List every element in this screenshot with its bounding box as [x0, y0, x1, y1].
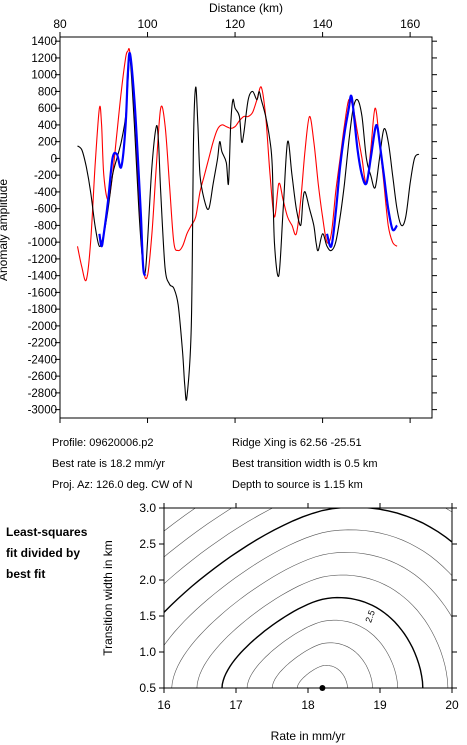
y-tick-label: 400 [38, 120, 57, 132]
contour-line-minor [271, 642, 373, 688]
contour-line-major [0, 326, 467, 688]
x-tick-label: 19 [373, 698, 387, 712]
contour-line-minor [297, 665, 348, 688]
proj-az-text: Proj. Az: 126.0 deg. CW of N [52, 479, 193, 491]
x-tick-label: 120 [225, 17, 245, 31]
y-tick-label: 1400 [31, 36, 57, 48]
x-tick-label: 18 [301, 698, 315, 712]
x-tick-label: 16 [157, 698, 171, 712]
y-tick-label: -400 [34, 187, 57, 199]
depth-text: Depth to source is 1.15 km [232, 479, 363, 491]
profile-text: Profile: 09620006.p2 [52, 437, 154, 449]
profile-plot: 80 100 120 140 160 1400 1200 1000 800 600 400 200 0 -… [0, 1, 437, 423]
series-model_fit-line [325, 94, 398, 248]
x-tick-label: 160 [400, 17, 420, 31]
x-tick-label: 17 [229, 698, 243, 712]
x-tick-label: 100 [138, 17, 158, 31]
contour-line-minor [246, 619, 398, 688]
contour-lines [0, 213, 467, 688]
y-tick-label: -200 [34, 170, 57, 182]
x-tick-label: 140 [313, 17, 333, 31]
series-observed-line [77, 56, 420, 401]
y-tick-label: -1200 [28, 254, 57, 266]
y-tick-label: 1.5 [139, 609, 156, 623]
plot-frame [59, 36, 433, 419]
contour-line-minor [171, 552, 452, 688]
y-tick-label: 1200 [31, 53, 57, 65]
contour-value-label: 2.5 [363, 609, 377, 624]
y-tick-label: -2000 [28, 321, 57, 333]
y-tick-label: -3000 [28, 405, 57, 417]
y-axis-title: Anomaly amplitude [0, 179, 10, 281]
x-tick-label: 20 [445, 698, 459, 712]
y-tick-label: 0 [51, 153, 57, 165]
y-tick-label: 200 [38, 137, 57, 149]
contour-line-major [221, 596, 424, 688]
y-tick-label: -1800 [28, 304, 57, 316]
contour-description-line: fit divided by [6, 546, 81, 560]
contour-description-line: Least-squares [6, 525, 88, 539]
misfit-contour-plot: 2.5 16 17 18 19 20 0.5 1.0 1.5 2.0 2.5 3.0 Rate in m… [0, 213, 467, 743]
y-tick-label: 800 [38, 86, 57, 98]
y-tick-label: 3.0 [139, 501, 156, 515]
contour-line-minor [0, 304, 467, 688]
y-tick-label: -600 [34, 204, 57, 216]
y-tick-label: -1000 [28, 237, 57, 249]
best-width-text: Best transition width is 0.5 km [232, 458, 378, 470]
y-tick-label: -1400 [28, 271, 57, 283]
y-axis-title: Transition width in km [101, 540, 115, 656]
y-tick-label: 0.5 [139, 681, 156, 695]
series-model_fit-line [98, 51, 147, 277]
y-tick-label: 1.0 [139, 645, 156, 659]
x-axis-title: Rate in mm/yr [271, 729, 346, 743]
y-tick-label: 2.0 [139, 573, 156, 587]
x-axis-title: Distance (km) [209, 1, 283, 15]
contour-line-minor [196, 574, 449, 688]
y-tick-label: -2800 [28, 388, 57, 400]
best-fit-point [319, 685, 326, 691]
y-tick-label: 2.5 [139, 537, 156, 551]
contour-description-line: best fit [6, 567, 46, 581]
y-tick-label: 600 [38, 103, 57, 115]
best-rate-text: Best rate is 18.2 mm/yr [52, 458, 166, 470]
contour-line-minor [0, 213, 467, 688]
y-tick-label: -1600 [28, 287, 57, 299]
series-synthetic-line [76, 48, 398, 282]
ridge-xing-text: Ridge Xing is 62.56 -25.51 [232, 437, 362, 449]
contour-line-major [164, 508, 452, 614]
contour-line-minor [164, 529, 452, 646]
y-tick-label: 1000 [31, 70, 57, 82]
y-tick-label: -2200 [28, 338, 57, 350]
contour-line-minor [0, 349, 467, 688]
y-tick-label: -2600 [28, 371, 57, 383]
contour-description: Least-squares fit divided by best fit [6, 522, 96, 585]
x-tick-label: 80 [53, 17, 67, 31]
y-tick-label: -2400 [28, 354, 57, 366]
y-tick-label: -800 [34, 220, 57, 232]
